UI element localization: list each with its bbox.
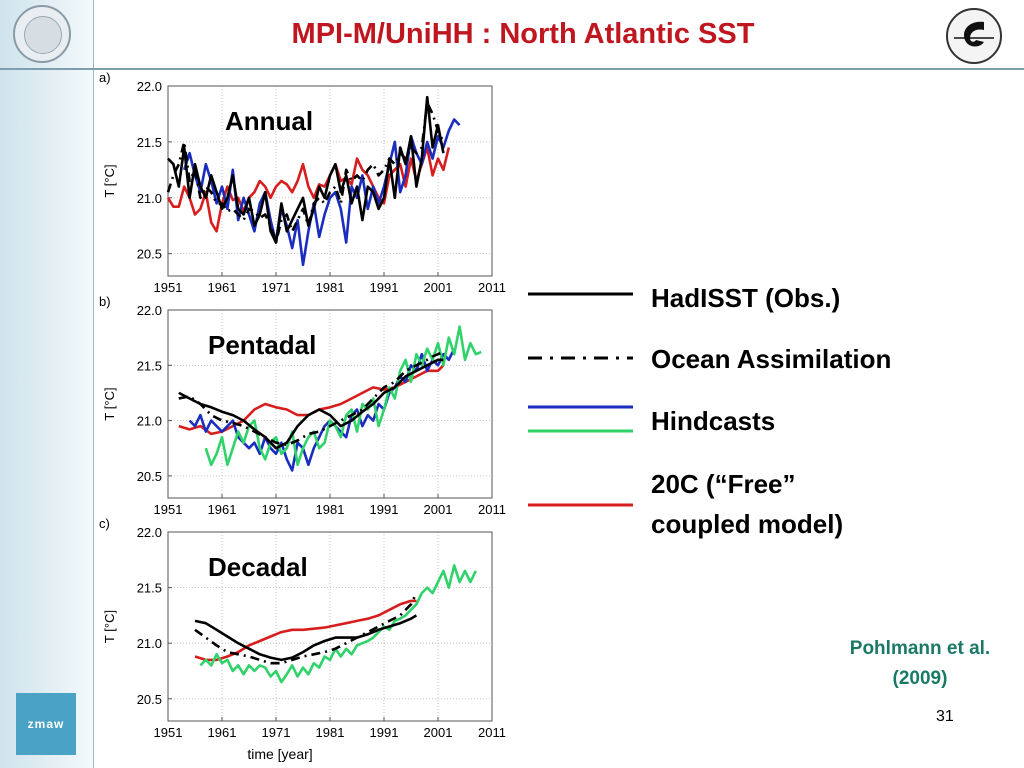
panel-2-ylabel: T [°C] <box>102 387 117 420</box>
panel-1-series-0 <box>166 146 451 233</box>
panel-1-xtick-label-1: 1961 <box>208 280 237 295</box>
panel-2-xtick-label-3: 1981 <box>316 502 345 517</box>
panel-1-xtick-label-0: 1951 <box>154 280 183 295</box>
panel-1-series-2 <box>166 101 445 244</box>
citation-year: (2009) <box>892 668 948 689</box>
panel-1-frame <box>167 85 493 277</box>
panel-3-ytick-label-1: 21.0 <box>137 636 162 651</box>
legend: HadISST (Obs.) Ocean Assimilation Hindca… <box>525 280 985 550</box>
panel-2-letter: b) <box>99 294 111 309</box>
panel-2-ytick-label-2: 21.5 <box>137 358 162 373</box>
panel-1-ytick-label-1: 21.0 <box>137 191 162 206</box>
panel-1-xtick-label-2: 1971 <box>262 280 291 295</box>
panel-3-xlabel: time [year] <box>247 746 312 762</box>
uni-hamburg-logo <box>946 8 1002 64</box>
zmaw-logo: zmaw <box>16 693 76 755</box>
panel-3-xtick-label-2: 1971 <box>262 725 291 740</box>
sidebar-panel <box>0 0 94 768</box>
panel-2-xtick-label-1: 1961 <box>208 502 237 517</box>
panel-2-ytick-label-3: 22.0 <box>137 303 162 318</box>
panel-1-ylabel: T [°C] <box>102 164 117 197</box>
panel-1-label: Annual <box>225 106 313 136</box>
panel-2-series-0 <box>178 364 445 436</box>
panel-3-xtick-label-3: 1981 <box>316 725 345 740</box>
panel-2-xtick-label-2: 1971 <box>262 502 291 517</box>
panel-3-ylabel: T [°C] <box>102 610 117 643</box>
sst-charts: 1951 1961 1971 1981 1991 2001 2011 20.5 21.0 21.5… <box>99 70 506 762</box>
panel-1-xtick-label-4: 1991 <box>370 280 399 295</box>
panel-1-ytick-label-2: 21.5 <box>137 135 162 150</box>
citation-authors: Pohlmann et al. <box>849 638 991 659</box>
panel-2-series-4 <box>178 358 444 450</box>
panel-3-ytick-label-0: 20.5 <box>137 692 162 707</box>
legend-swatches <box>528 292 633 507</box>
panel-3-xtick-label-1: 1961 <box>208 725 237 740</box>
page-number: 31 <box>936 708 954 725</box>
panel-3-xtick-label-6: 2011 <box>478 725 506 740</box>
panel-3-xtick-label-5: 2001 <box>424 725 453 740</box>
legend-label-obs: HadISST (Obs.) <box>651 283 841 313</box>
panel-2-xtick-label-4: 1991 <box>370 502 399 517</box>
panel-1-xtick-label-3: 1981 <box>316 280 345 295</box>
panel-1-letter: a) <box>99 70 111 85</box>
panel-3-series-2 <box>194 592 418 665</box>
legend-label-assim: Ocean Assimilation <box>651 344 892 374</box>
legend-label-20c-line2: coupled model) <box>651 509 844 539</box>
panel-3-letter: c) <box>99 516 110 531</box>
panel-2-ytick-label-0: 20.5 <box>137 469 162 484</box>
panel-1-xtick-label-6: 2011 <box>478 280 506 295</box>
panel-2-xtick-label-0: 1951 <box>154 502 183 517</box>
panel-1-series-3 <box>167 95 445 244</box>
citation: Pohlmann et al. (2009) <box>820 634 1020 694</box>
panel-2-label: Pentadal <box>208 330 316 360</box>
slide-title: MPI-M/UniHH : North Atlantic SST <box>291 18 755 50</box>
panel-3-series-3 <box>194 614 418 662</box>
panel-1-xtick-label-5: 2001 <box>424 280 453 295</box>
mpg-logo <box>13 5 71 63</box>
panel-3-ytick-label-2: 21.5 <box>137 581 162 596</box>
panel-1-ytick-label-0: 20.5 <box>137 247 162 262</box>
panel-3-ytick-label-3: 22.0 <box>137 525 162 540</box>
header-divider <box>0 68 1024 70</box>
panel-2-xtick-label-5: 2001 <box>424 502 453 517</box>
panel-3-xtick-label-0: 1951 <box>154 725 183 740</box>
panel-2-xtick-label-6: 2011 <box>478 502 506 517</box>
minerva-emblem <box>24 16 62 54</box>
legend-label-hindcasts: Hindcasts <box>651 406 776 436</box>
panel-3-label: Decadal <box>208 552 308 582</box>
panel-3-xtick-label-4: 1991 <box>370 725 399 740</box>
panel-2-ytick-label-1: 21.0 <box>137 414 162 429</box>
panel-3-series-1 <box>199 564 477 684</box>
legend-label-20c: 20C (“Free” <box>651 469 796 499</box>
panel-1-ytick-label-3: 22.0 <box>137 79 162 94</box>
